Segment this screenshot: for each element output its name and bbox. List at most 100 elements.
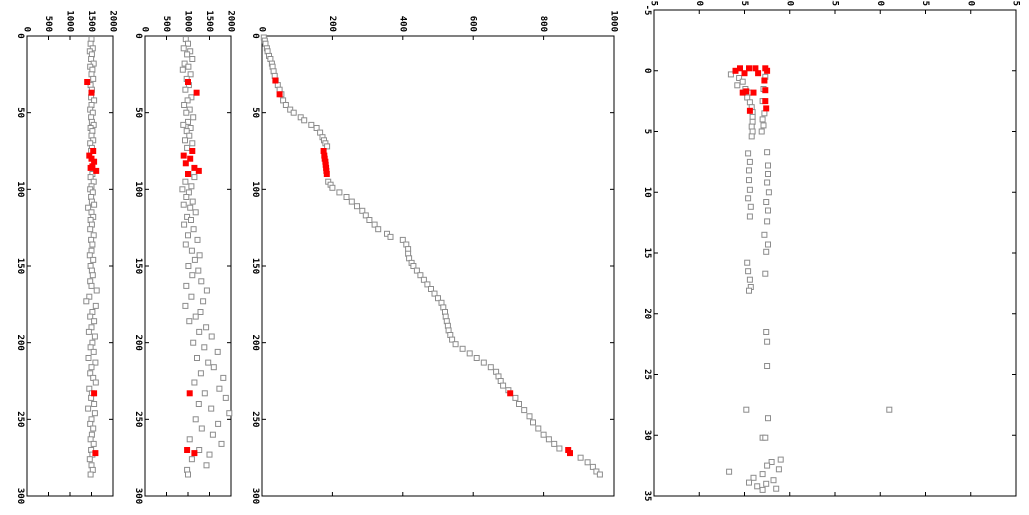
data-point: [308, 121, 315, 128]
data-point: [744, 259, 751, 266]
data-point: [759, 471, 766, 478]
data-point: [179, 186, 186, 193]
highlight-point: [93, 167, 100, 174]
data-point: [192, 313, 199, 320]
data-point: [764, 218, 771, 225]
data-point: [775, 466, 782, 473]
x-tick-label: 50: [250, 107, 260, 118]
data-point: [197, 370, 204, 377]
data-point: [765, 415, 771, 422]
data-point: [765, 162, 771, 169]
highlight-point: [184, 447, 191, 453]
y-tick-label: 35: [1011, 0, 1021, 6]
data-point: [773, 485, 780, 492]
highlight-point: [189, 148, 196, 154]
data-point: [87, 174, 94, 181]
data-point: [194, 355, 200, 361]
data-point: [185, 263, 192, 269]
data-point: [746, 99, 753, 106]
data-point: [410, 263, 417, 269]
data-point: [313, 125, 320, 131]
data-point: [90, 348, 97, 355]
data-point: [282, 102, 289, 108]
y-tick-label: 0: [257, 27, 267, 32]
y-tick-label: 400: [397, 16, 407, 32]
highlight-point: [567, 450, 573, 457]
data-point: [85, 328, 92, 335]
data-point: [748, 133, 755, 140]
data-point: [198, 278, 205, 285]
data-point: [886, 406, 893, 413]
y-tick-label: 500: [43, 16, 53, 32]
data-point: [184, 51, 191, 58]
data-point: [210, 364, 217, 371]
plot-frame: [261, 35, 615, 497]
highlight-point: [322, 161, 329, 168]
x-tick-label: 0: [250, 33, 260, 38]
data-point: [777, 456, 784, 463]
y-tick-label: 200: [327, 16, 337, 32]
highlight-point: [185, 79, 191, 85]
highlight-point: [507, 390, 514, 397]
highlight-point: [180, 152, 187, 159]
data-point: [764, 338, 771, 345]
data-point: [739, 78, 746, 85]
highlight-point: [737, 65, 743, 72]
data-point: [180, 121, 187, 128]
highlight-point: [764, 67, 771, 74]
data-point: [746, 186, 753, 193]
highlight-point: [87, 164, 94, 171]
data-point: [191, 174, 198, 181]
data-point: [200, 298, 207, 305]
highlight-point: [193, 89, 200, 96]
highlight-point: [92, 450, 99, 457]
data-point: [764, 149, 771, 156]
x-tick-label: 100: [250, 181, 260, 197]
data-point: [466, 350, 473, 357]
data-point: [301, 117, 308, 124]
data-point: [354, 203, 360, 210]
x-tick-label: 0: [15, 33, 25, 38]
data-point: [185, 232, 191, 239]
data-point: [750, 474, 757, 481]
data-point: [359, 207, 366, 214]
data-point: [746, 177, 752, 184]
highlight-point: [323, 171, 330, 177]
data-point: [190, 339, 197, 346]
data-point: [428, 286, 434, 292]
highlight-point: [761, 77, 768, 84]
y-tick-label: 5: [739, 1, 749, 6]
data-point: [88, 364, 95, 371]
data-point: [530, 419, 536, 426]
y-tick-label: 1000: [183, 10, 193, 32]
data-point: [188, 217, 194, 223]
highlight-point: [732, 67, 739, 74]
data-point: [185, 40, 191, 47]
x-tick-label: 200: [15, 335, 25, 351]
data-point: [763, 199, 770, 205]
data-point: [746, 167, 752, 174]
y-tick-label: 500: [161, 16, 171, 32]
data-point: [375, 226, 382, 233]
data-point: [86, 456, 93, 463]
data-point: [87, 344, 94, 351]
y-tick-label: 20: [875, 0, 885, 6]
x-tick-label: 250: [15, 411, 25, 427]
y-tick-label: 10: [784, 0, 794, 6]
data-point: [87, 436, 94, 443]
data-point: [336, 189, 343, 196]
highlight-point: [762, 98, 769, 105]
highlight-point: [91, 390, 98, 397]
data-point: [192, 416, 199, 423]
data-point: [87, 226, 94, 233]
data-point: [220, 374, 227, 381]
data-point: [184, 97, 191, 104]
data-point: [196, 447, 203, 453]
data-point: [743, 406, 750, 413]
data-point: [387, 233, 394, 240]
data-point: [92, 379, 99, 386]
data-point: [746, 158, 753, 165]
data-point: [188, 293, 195, 300]
y-tick-label: 800: [538, 16, 548, 32]
